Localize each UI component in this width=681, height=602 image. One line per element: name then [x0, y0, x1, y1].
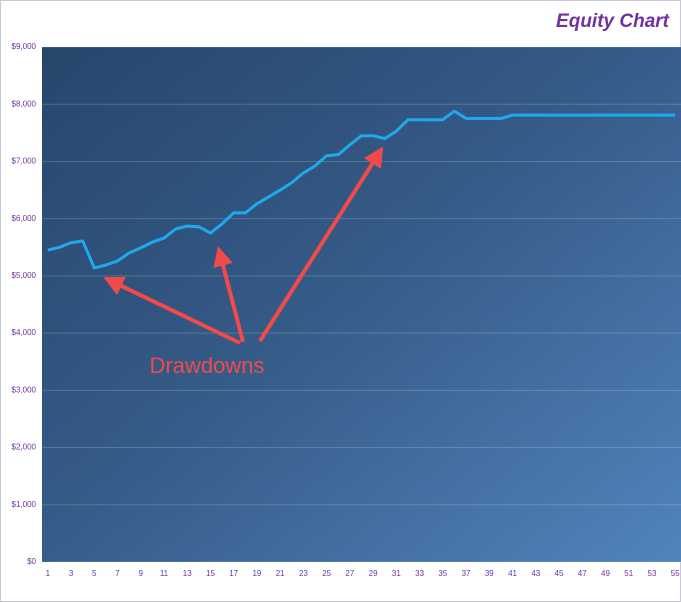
x-tick-label: 43	[531, 569, 540, 578]
arrow	[103, 276, 241, 345]
x-tick-label: 5	[92, 569, 97, 578]
y-tick-label: $6,000	[12, 214, 37, 223]
y-tick-label: $8,000	[12, 99, 37, 108]
x-tick-label: 9	[139, 569, 144, 578]
x-tick-label: 35	[438, 569, 447, 578]
x-tick-label: 45	[555, 569, 564, 578]
x-tick-label: 7	[115, 569, 120, 578]
arrow	[258, 146, 384, 343]
annotation-arrows	[103, 146, 384, 345]
x-tick-label: 1	[46, 569, 51, 578]
y-tick-label: $5,000	[12, 271, 37, 280]
x-tick-label: 51	[624, 569, 633, 578]
x-tick-label: 55	[671, 569, 680, 578]
y-tick-label: $2,000	[12, 443, 37, 452]
marks: $0 $1,000 $2,000 $3,000 $4,000 $5,000 $6,000 $7…	[12, 42, 681, 578]
x-tick-label: 15	[206, 569, 215, 578]
x-tick-label: 27	[345, 569, 354, 578]
x-tick-label: 11	[160, 569, 169, 578]
x-tick-label: 31	[392, 569, 401, 578]
plot-area	[42, 47, 681, 562]
y-tick-label: $3,000	[12, 385, 37, 394]
x-tick-label: 37	[462, 569, 471, 578]
x-tick-label: 3	[69, 569, 74, 578]
y-tick-label: $4,000	[12, 328, 37, 337]
y-tick-label: $1,000	[12, 500, 37, 509]
equity-line	[47, 109, 676, 270]
x-tick-label: 41	[508, 569, 517, 578]
arrow	[213, 246, 245, 343]
y-tick-label: $9,000	[12, 42, 37, 51]
x-tick-label: 21	[276, 569, 285, 578]
x-tick-label: 33	[415, 569, 424, 578]
x-tick-label: 23	[299, 569, 308, 578]
x-tick-label: 25	[322, 569, 331, 578]
x-tick-label: 13	[183, 569, 192, 578]
y-tick-label: $7,000	[12, 157, 37, 166]
chart-title: Equity Chart	[556, 11, 670, 32]
y-tick-label: $0	[27, 557, 36, 566]
x-tick-label: 39	[485, 569, 494, 578]
x-tick-label: 19	[252, 569, 261, 578]
x-tick-label: 47	[578, 569, 587, 578]
x-tick-label: 17	[229, 569, 238, 578]
x-tick-label: 49	[601, 569, 610, 578]
x-tick-label: 53	[648, 569, 657, 578]
annotation: Drawdowns	[150, 353, 265, 378]
x-tick-label: 29	[369, 569, 378, 578]
